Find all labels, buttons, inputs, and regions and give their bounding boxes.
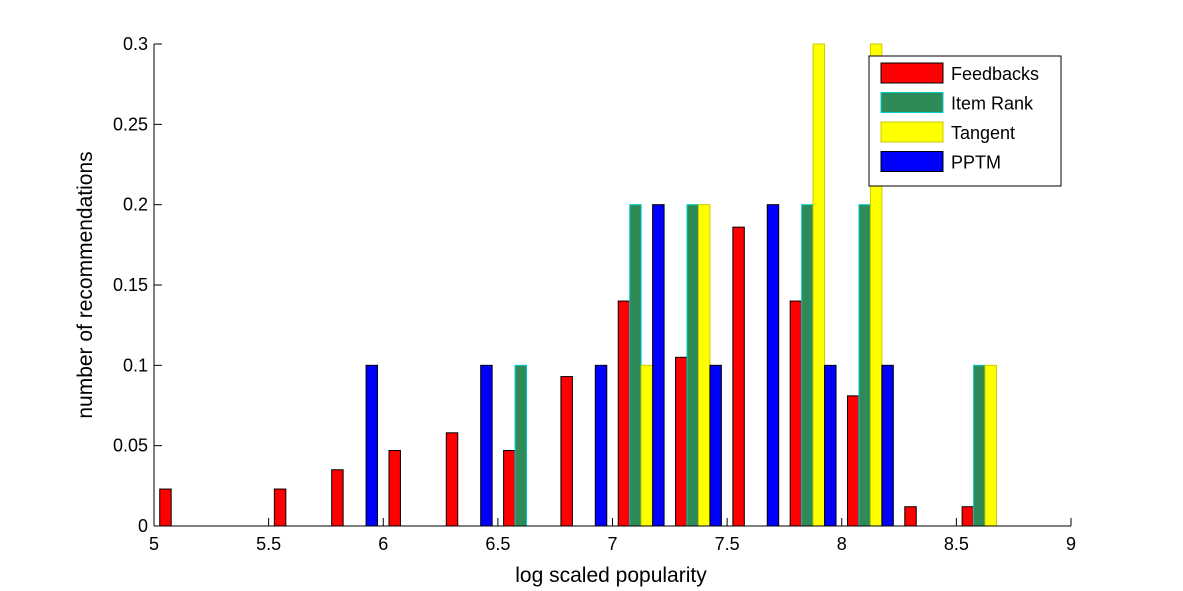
legend-label: Feedbacks (951, 64, 1039, 84)
legend-label: Tangent (951, 123, 1015, 143)
bar-tangent (984, 364, 997, 527)
bar-item-rank (686, 204, 699, 527)
bar-pptm (594, 364, 608, 527)
bar-feedbacks (732, 226, 745, 527)
bar-tangent (812, 43, 826, 527)
bar-feedbacks (961, 506, 975, 527)
y-tick-label: 0.1 (123, 355, 148, 375)
x-tick-label: 7 (607, 534, 617, 554)
bar-item-rank (514, 364, 528, 527)
bar-feedbacks (445, 432, 459, 527)
x-tick-label: 6.5 (485, 534, 510, 554)
bar-feedbacks (675, 356, 688, 527)
bar-feedbacks (560, 376, 573, 527)
bar-pptm (652, 204, 665, 527)
bar-pptm (766, 204, 780, 527)
x-tick-label: 8 (837, 534, 847, 554)
legend-swatch (880, 62, 944, 84)
x-tick-label: 5 (149, 534, 159, 554)
x-tick-label: 9 (1066, 534, 1076, 554)
x-tick-label: 7.5 (715, 534, 740, 554)
axes-group: 5 5.5 6 6.5 7 7.5 8 8.5 9 0 0.05 0.1 0.15 0.2 0.25 0.3 (113, 34, 1076, 554)
x-tick-label: 5.5 (256, 534, 281, 554)
y-tick-label: 0.15 (113, 275, 148, 295)
y-axis-label: number of recommendations (74, 151, 97, 418)
bar-pptm (365, 364, 379, 527)
legend-label: Item Rank (951, 94, 1034, 114)
bar-feedbacks (846, 395, 860, 527)
bar-feedbacks (159, 488, 172, 527)
bar-pptm (709, 364, 722, 527)
bar-pptm (881, 364, 894, 527)
legend-swatch (880, 151, 944, 172)
y-tick-label: 0 (138, 516, 148, 536)
bar-pptm (480, 364, 493, 527)
bar-feedbacks (904, 506, 917, 527)
bar-tangent (640, 364, 654, 527)
bar-tangent (697, 204, 711, 527)
bar-feedbacks (503, 449, 516, 527)
legend-label: PPTM (951, 153, 1001, 173)
legend-swatch (880, 121, 944, 143)
bar-feedbacks (331, 469, 344, 527)
y-tick-label: 0.05 (113, 436, 148, 456)
bar-feedbacks (617, 300, 631, 527)
bar-item-rank (629, 204, 642, 527)
bar-item-rank (801, 204, 814, 527)
y-tick-label: 0.2 (123, 195, 148, 215)
y-tick-label: 0.3 (123, 34, 148, 54)
x-tick-label: 6 (378, 534, 388, 554)
bar-feedbacks (388, 449, 401, 527)
bar-feedbacks (789, 300, 803, 527)
legend: Feedbacks Item Rank Tangent PPTM (868, 55, 1062, 187)
bar-item-rank (858, 204, 871, 527)
x-tick-label: 8.5 (944, 534, 969, 554)
legend-swatch (880, 92, 944, 113)
x-axis-label: log scaled popularity (515, 564, 707, 587)
bars-group (159, 43, 997, 527)
bar-feedbacks (273, 488, 287, 527)
bar-pptm (824, 364, 837, 527)
bar-item-rank (973, 364, 986, 527)
y-tick-label: 0.25 (113, 114, 148, 134)
